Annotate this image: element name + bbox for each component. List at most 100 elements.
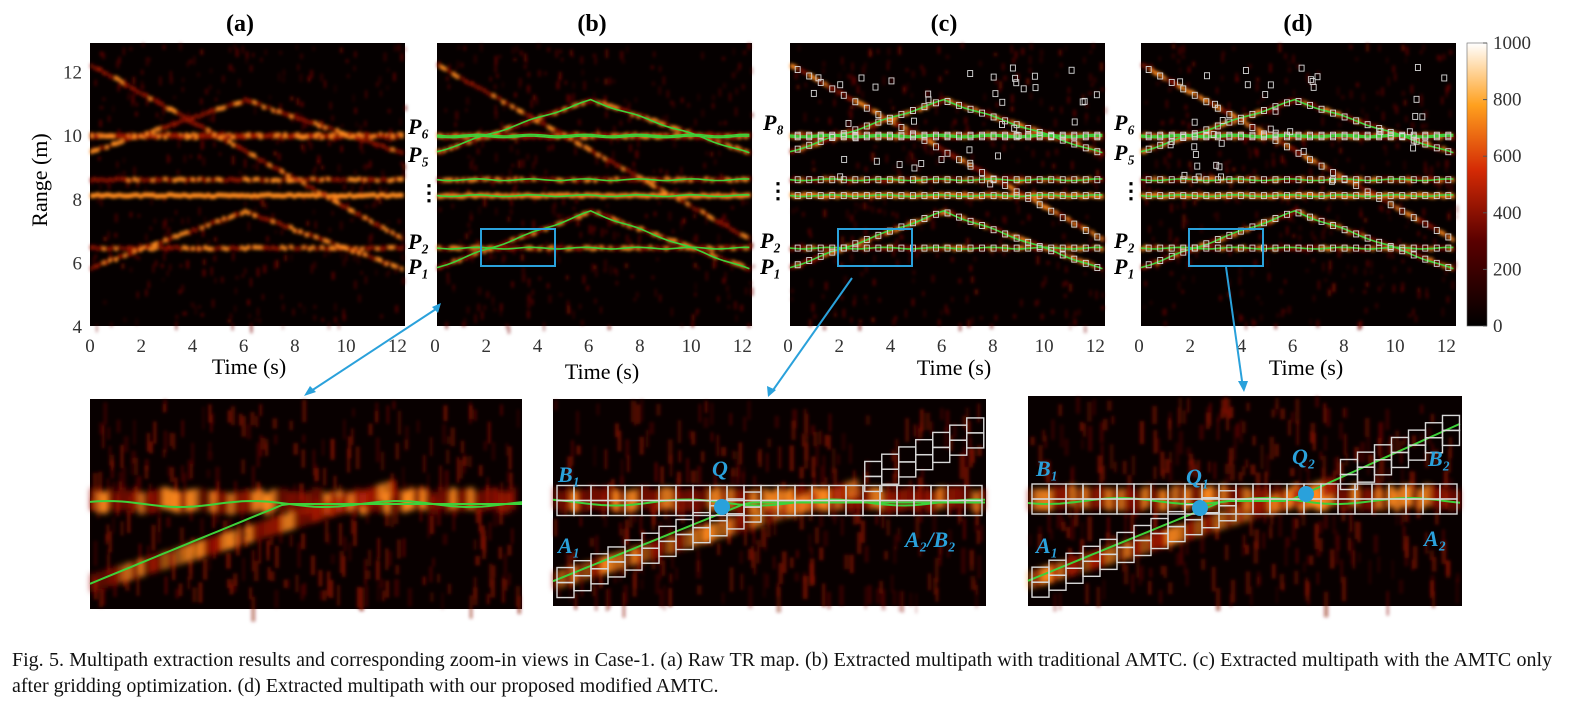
- noise-speck: [1274, 143, 1279, 148]
- trajectory-blob: [123, 176, 128, 182]
- trajectory-blob: [704, 176, 708, 182]
- noise-speck: [946, 308, 950, 316]
- noise-speck: [202, 157, 206, 166]
- trajectory-blob: [222, 105, 226, 111]
- trajectory-blob: [1208, 245, 1212, 251]
- noise-speck: [555, 49, 558, 58]
- noise-speck: [607, 325, 611, 330]
- noise-speck: [176, 169, 180, 175]
- trajectory-blob: [160, 101, 164, 107]
- noise-speck: [492, 181, 495, 188]
- trajectory-blob: [388, 244, 392, 250]
- candidate-box: [794, 145, 801, 153]
- noise-speck: [169, 264, 172, 271]
- trajectory-blob: [1257, 245, 1261, 251]
- noise-speck: [736, 68, 739, 74]
- noise-speck: [850, 78, 855, 86]
- noise-speck: [123, 157, 125, 163]
- noise-speck: [470, 211, 472, 215]
- trajectory-blob: [1091, 134, 1095, 140]
- trajectory-blob: [467, 80, 471, 86]
- candidate-box: [829, 248, 836, 256]
- noise-speck: [956, 108, 959, 114]
- noise-speck: [1305, 269, 1309, 273]
- noise-speck: [1256, 190, 1259, 195]
- trajectory-blob: [498, 96, 502, 102]
- trajectory-blob: [673, 238, 677, 244]
- noise-speck: [990, 139, 994, 147]
- noise-speck: [1449, 110, 1452, 118]
- noise-speck: [94, 254, 97, 259]
- noise-speck: [1034, 300, 1038, 307]
- noise-speck: [1182, 221, 1186, 229]
- trajectory-blob: [876, 193, 880, 199]
- trajectory-blob: [133, 248, 137, 254]
- trajectory-blob: [885, 246, 889, 252]
- candidate-box: [829, 134, 836, 142]
- trajectory-blob: [489, 246, 493, 252]
- noise-speck: [359, 141, 363, 150]
- trajectory-blob: [369, 192, 373, 198]
- candidate-box: [1048, 192, 1055, 200]
- trajectory-blob: [363, 133, 367, 139]
- noise-speck: [745, 200, 748, 204]
- noise-speck: [899, 171, 902, 178]
- noise-speck: [1408, 313, 1412, 318]
- trajectory-blob: [249, 134, 254, 140]
- trajectory-blob: [547, 192, 551, 198]
- candidate-box: [1093, 91, 1100, 99]
- noise-speck: [123, 317, 127, 322]
- noise-speck: [896, 261, 899, 267]
- noise-speck: [261, 294, 264, 300]
- trajectory-blob: [394, 244, 398, 250]
- trajectory-blob: [185, 177, 189, 183]
- trajectory-blob: [400, 246, 404, 252]
- noise-speck: [331, 115, 335, 122]
- trajectory-blob: [599, 153, 604, 159]
- noise-speck: [1421, 124, 1424, 129]
- noise-speck: [494, 64, 498, 73]
- noise-speck: [483, 305, 487, 310]
- noise-speck: [1208, 172, 1213, 180]
- candidate-box: [898, 176, 905, 184]
- noise-speck: [309, 142, 313, 150]
- noise-speck: [871, 317, 875, 323]
- noise-speck: [492, 295, 494, 302]
- noise-speck: [1162, 252, 1165, 260]
- noise-speck: [607, 217, 612, 227]
- trajectory-blob: [148, 129, 152, 135]
- trajectory-blob: [209, 133, 214, 139]
- noise-speck: [1141, 180, 1145, 189]
- extracted-path: [436, 98, 750, 154]
- noise-speck: [697, 266, 700, 270]
- trajectory-blob: [212, 194, 217, 200]
- noise-speck: [451, 203, 454, 209]
- noise-speck: [109, 252, 112, 260]
- noise-speck: [902, 85, 906, 95]
- noise-speck: [1051, 309, 1055, 315]
- noise-speck: [354, 170, 357, 176]
- noise-speck: [1228, 102, 1230, 112]
- candidate-box: [875, 176, 882, 184]
- candidate-box: [1094, 148, 1101, 156]
- noise-speck: [1015, 196, 1019, 204]
- trajectory-blob: [621, 176, 625, 182]
- trajectory-blob: [713, 176, 717, 182]
- trajectory-blob: [391, 134, 395, 140]
- trajectory-blob: [90, 63, 94, 69]
- noise-speck: [300, 101, 304, 107]
- trajectory-blob: [126, 245, 131, 251]
- trajectory-blob: [259, 244, 263, 250]
- trajectory-blob: [320, 134, 324, 140]
- trajectory-blob: [732, 228, 736, 234]
- trajectory-blob: [268, 133, 272, 139]
- trajectory-blob: [286, 112, 290, 118]
- noise-speck: [1365, 113, 1368, 120]
- trajectory-blob: [194, 113, 198, 119]
- noise-speck: [313, 305, 317, 309]
- trajectory-blob: [578, 246, 582, 252]
- noise-speck: [1018, 174, 1022, 178]
- noise-speck: [465, 108, 468, 112]
- trajectory-blob: [105, 246, 109, 252]
- noise-speck: [992, 189, 995, 198]
